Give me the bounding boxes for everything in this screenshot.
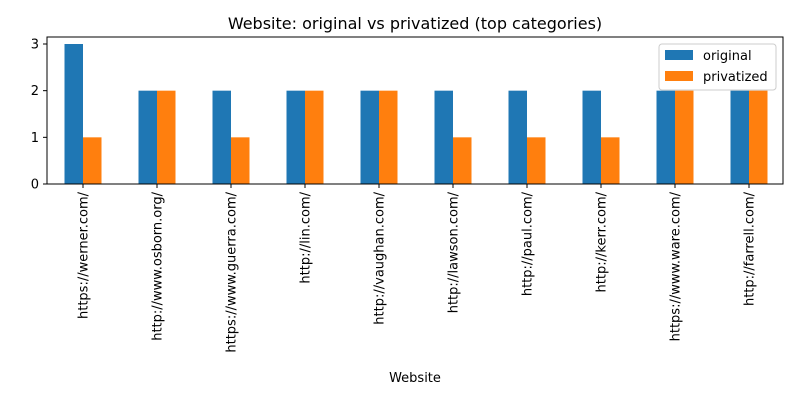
bar-privatized-5 — [453, 137, 472, 184]
legend-swatch-original — [665, 50, 693, 60]
bar-privatized-3 — [305, 90, 324, 184]
x-tick-label-3: http://lin.com/ — [299, 191, 314, 283]
legend: original privatized — [658, 43, 777, 91]
legend-label-privatized: privatized — [703, 70, 768, 85]
bar-original-8 — [656, 90, 675, 184]
x-tick-label-7: http://kerr.com/ — [595, 191, 610, 292]
bar-privatized-7 — [601, 137, 620, 184]
bar-original-1 — [138, 90, 157, 184]
legend-swatch-privatized — [665, 71, 693, 81]
bar-original-3 — [286, 90, 305, 184]
x-axis: https://werner.com/http://www.osborn.org… — [77, 184, 758, 353]
y-tick-label-0: 0 — [31, 178, 39, 193]
bar-original-4 — [360, 90, 379, 184]
y-tick-label-3: 3 — [31, 38, 39, 53]
x-tick-label-2: https://www.guerra.com/ — [225, 191, 240, 352]
bar-privatized-0 — [83, 137, 102, 184]
bar-privatized-4 — [379, 90, 398, 184]
chart-title: Website: original vs privatized (top cat… — [228, 14, 602, 33]
x-tick-label-9: http://farrell.com/ — [743, 191, 758, 306]
plot-frame — [46, 36, 784, 185]
bar-original-2 — [212, 90, 231, 184]
bar-original-9 — [730, 90, 749, 184]
x-tick-label-1: http://www.osborn.org/ — [151, 191, 166, 340]
bar-privatized-1 — [157, 90, 176, 184]
bar-original-0 — [64, 44, 83, 184]
y-tick-label-2: 2 — [31, 84, 39, 99]
bar-privatized-9 — [749, 90, 768, 184]
bars-group — [64, 44, 768, 184]
x-tick-label-6: http://paul.com/ — [521, 191, 536, 296]
bar-original-5 — [434, 90, 453, 184]
bar-privatized-2 — [231, 137, 250, 184]
y-axis: 0 1 2 3 — [31, 38, 47, 193]
x-tick-label-0: https://werner.com/ — [77, 191, 92, 319]
x-tick-label-8: https://www.ware.com/ — [669, 191, 684, 341]
legend-label-original: original — [703, 49, 752, 64]
x-tick-label-5: http://lawson.com/ — [447, 191, 462, 313]
x-axis-label: Website — [389, 371, 441, 386]
bar-original-6 — [508, 90, 527, 184]
x-tick-label-4: http://vaughan.com/ — [373, 191, 388, 324]
y-tick-label-1: 1 — [31, 131, 39, 146]
bar-privatized-8 — [675, 90, 694, 184]
bar-privatized-6 — [527, 137, 546, 184]
bar-original-7 — [582, 90, 601, 184]
